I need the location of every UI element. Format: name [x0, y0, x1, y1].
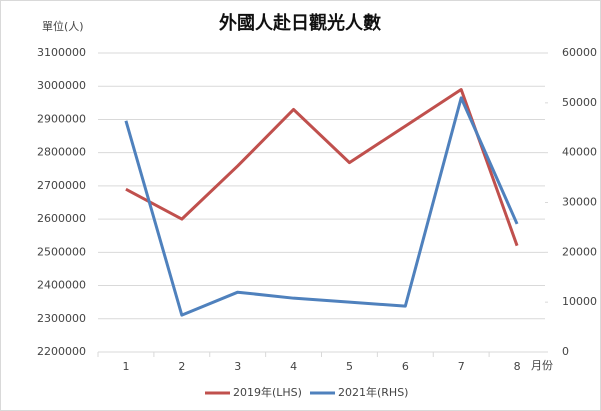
- series-line: [125, 88, 519, 247]
- y2-tick-label: 50000: [562, 96, 597, 109]
- y2-tick-label: 10000: [562, 295, 597, 308]
- series-line: [124, 96, 519, 317]
- x-tick-label: 1: [122, 360, 129, 373]
- y2-tick-label: 0: [562, 345, 569, 358]
- y2-tick-label: 20000: [562, 245, 597, 258]
- y-tick-label: 2800000: [37, 146, 86, 159]
- legend-label: 2019年(LHS): [233, 385, 302, 399]
- x-tick-label: 2: [178, 360, 185, 373]
- y-tick-label: 3000000: [37, 79, 86, 92]
- y-tick-label: 2900000: [37, 112, 86, 125]
- x-axis-label: 月份: [531, 359, 553, 372]
- y-tick-label: 2600000: [37, 212, 86, 225]
- y-axis-label: 單位(人): [42, 19, 84, 33]
- x-tick-label: 4: [290, 360, 297, 373]
- y2-tick-label: 60000: [562, 46, 597, 59]
- x-tick-label: 3: [234, 360, 241, 373]
- y-tick-label: 2500000: [37, 245, 86, 258]
- chart-title: 外國人赴日觀光人數: [219, 12, 381, 34]
- y2-tick-label: 30000: [562, 196, 597, 209]
- x-tick-label: 6: [402, 360, 409, 373]
- x-tick-label: 8: [514, 360, 521, 373]
- y-tick-label: 2200000: [37, 345, 86, 358]
- y-tick-label: 2400000: [37, 279, 86, 292]
- y-tick-label: 2300000: [37, 312, 86, 325]
- x-tick-label: 7: [458, 360, 465, 373]
- y-tick-label: 3100000: [37, 46, 86, 59]
- y-tick-label: 2700000: [37, 179, 86, 192]
- y2-tick-label: 40000: [562, 146, 597, 159]
- legend-label: 2021年(RHS): [338, 385, 408, 399]
- x-tick-label: 5: [346, 360, 353, 373]
